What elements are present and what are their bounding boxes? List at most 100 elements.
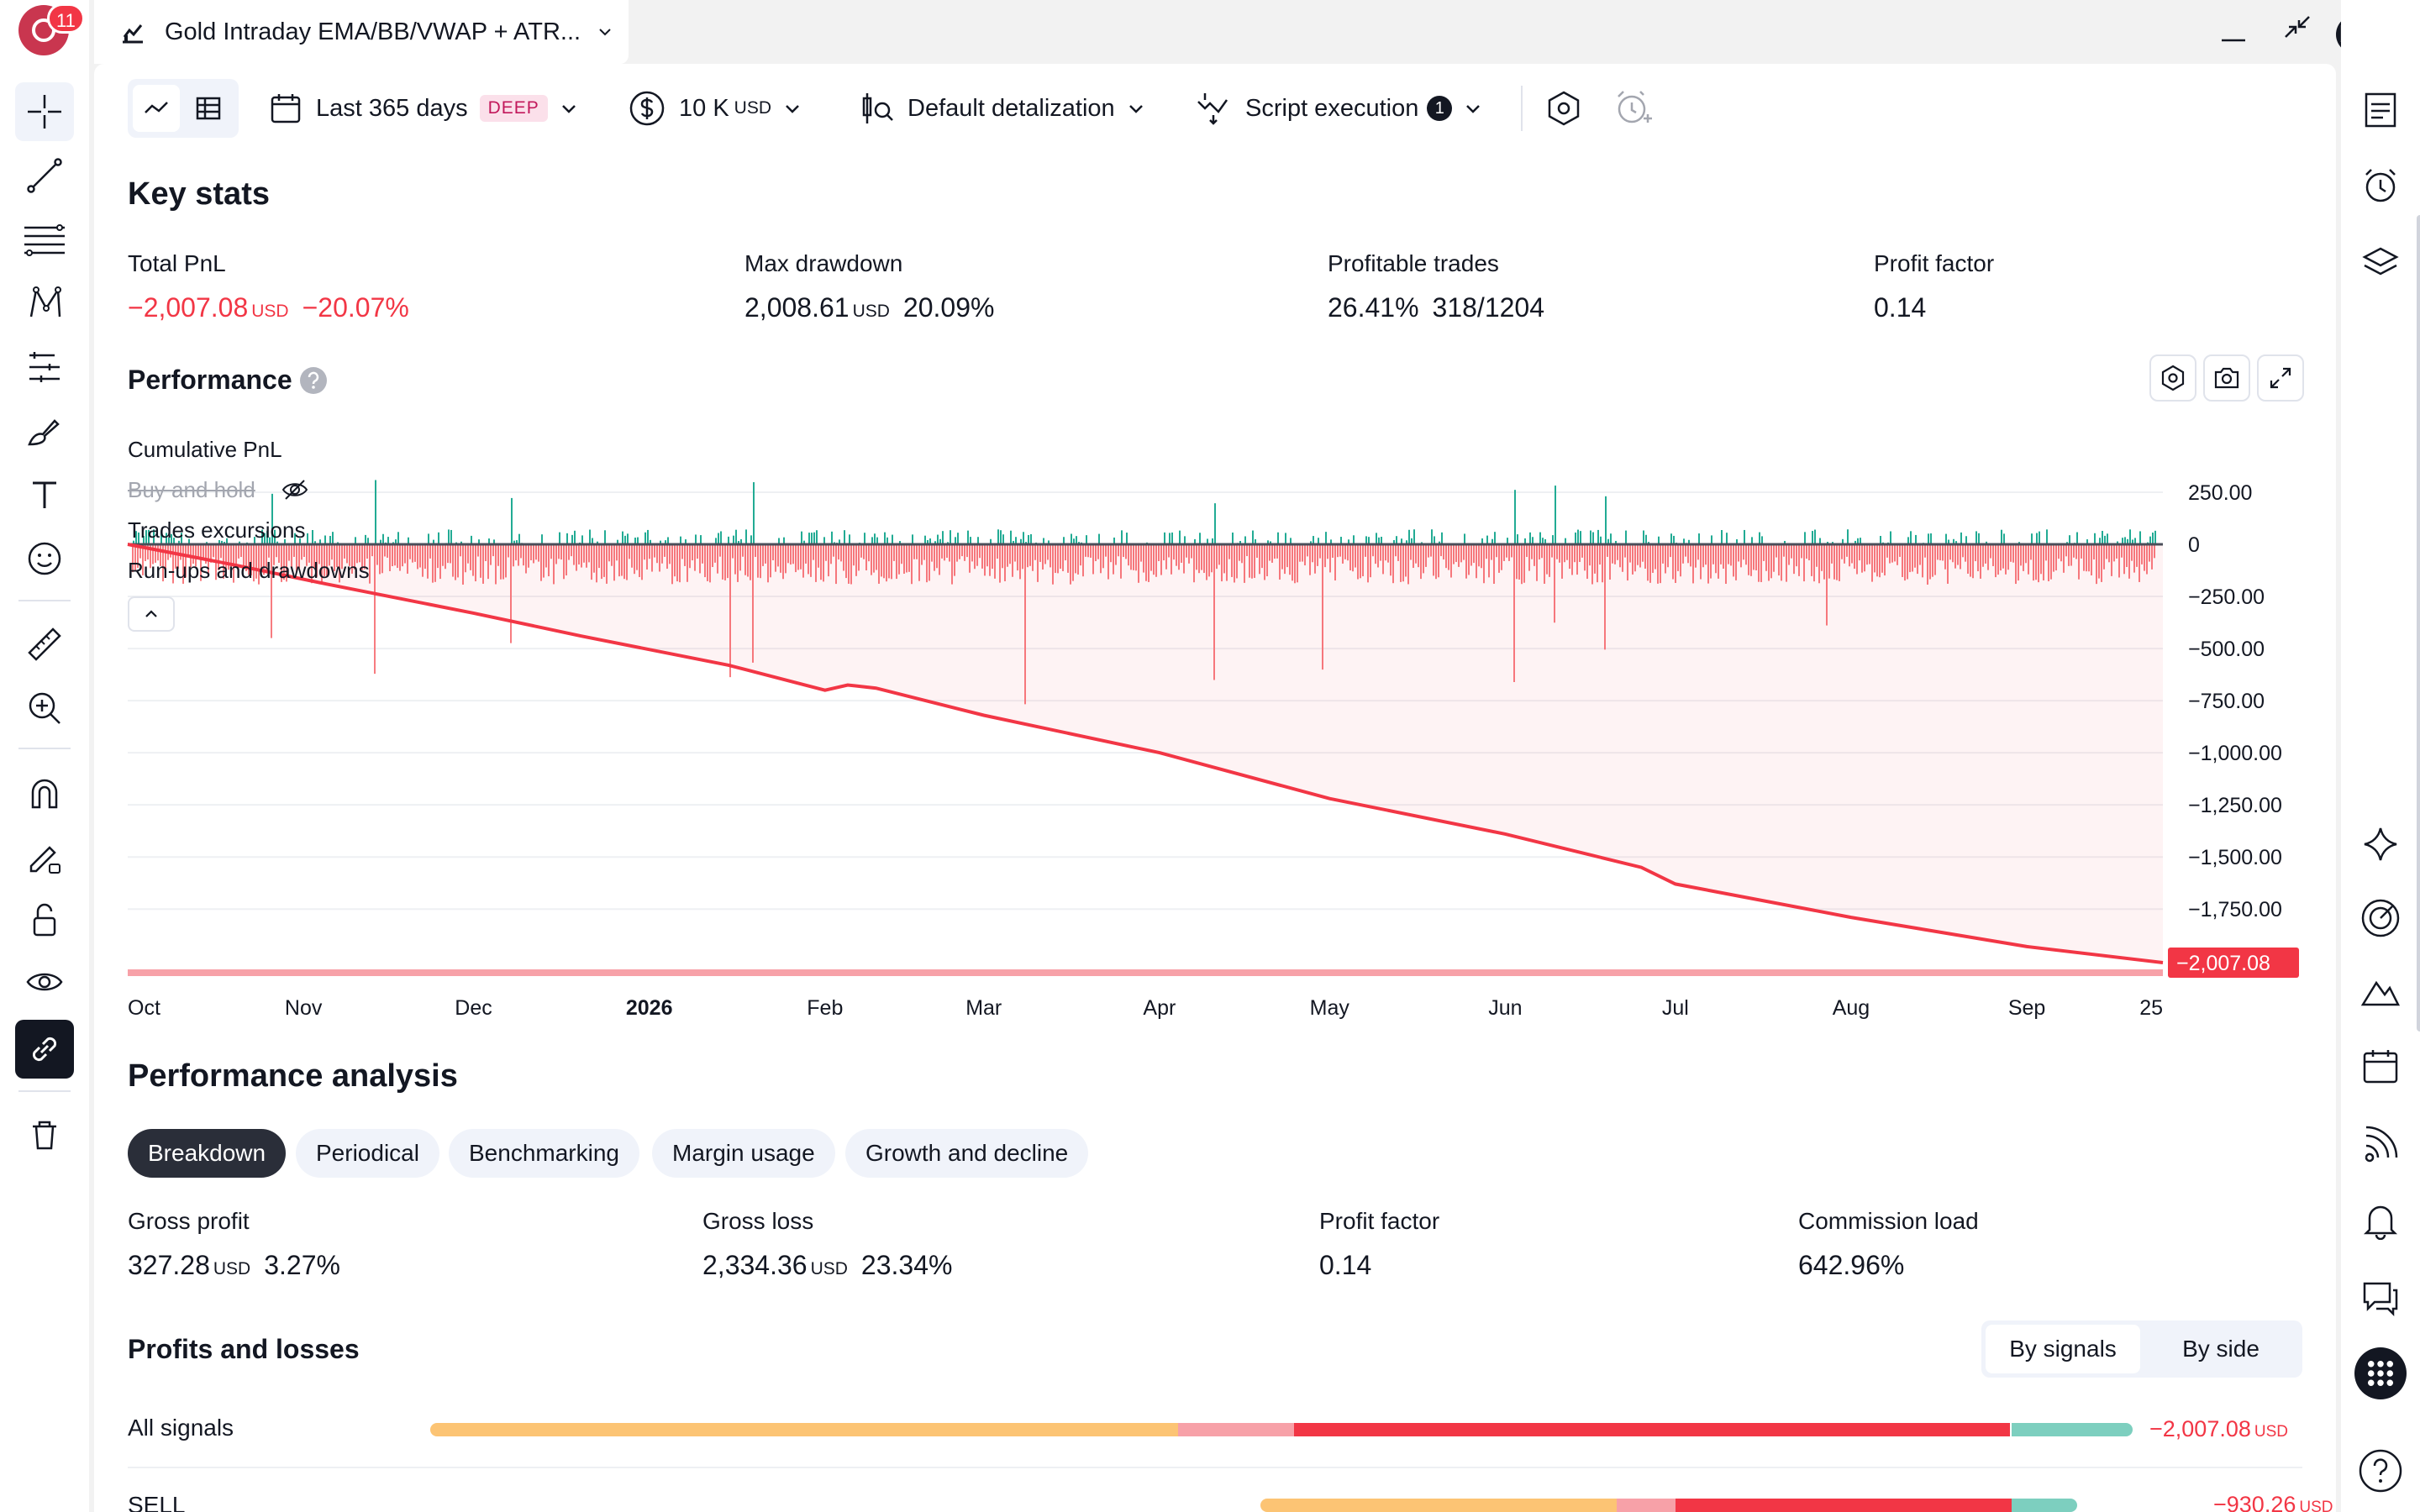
- scrollbar-thumb[interactable]: [2417, 215, 2420, 1032]
- stat-label: Max drawdown: [744, 250, 903, 276]
- ai-assistant-button[interactable]: [2354, 818, 2407, 870]
- max-drawdown-unit: USD: [852, 302, 890, 321]
- strategy-settings-button[interactable]: [1544, 84, 1583, 133]
- gross-profit-unit: USD: [213, 1259, 251, 1278]
- calendar-button[interactable]: [2354, 1040, 2407, 1092]
- pattern-tool[interactable]: [15, 274, 74, 333]
- y-tick-label: −500.00: [2188, 638, 2265, 661]
- text-icon: [33, 481, 56, 508]
- legend-buy-and-hold[interactable]: Buy and hold: [128, 477, 255, 502]
- add-alert-button[interactable]: [1613, 84, 1654, 133]
- tab-growth-decline[interactable]: Growth and decline: [845, 1129, 1089, 1178]
- fib-retracement-tool[interactable]: [15, 210, 74, 269]
- chart-settings-button[interactable]: [2149, 354, 2196, 402]
- toolbar-divider: [18, 748, 71, 749]
- watchlist-button[interactable]: [2354, 84, 2407, 136]
- object-tree-button[interactable]: [2354, 237, 2407, 289]
- profitable-trades-ratio: 318/1204: [1432, 292, 1544, 323]
- detalization-selector[interactable]: Default detalization: [860, 84, 1145, 133]
- lock-drawings[interactable]: [15, 890, 74, 949]
- alerts-button[interactable]: [2354, 160, 2407, 212]
- x-tick-label: Jun: [1488, 996, 1522, 1020]
- initial-capital-selector[interactable]: 10 K USD: [629, 84, 802, 133]
- mountains-icon: [2360, 980, 2401, 1006]
- chart-view-button[interactable]: [133, 85, 180, 132]
- forecast-tool[interactable]: [15, 338, 74, 396]
- eye-off-icon[interactable]: [281, 475, 309, 504]
- stat-label: Total PnL: [128, 250, 226, 276]
- period-selector[interactable]: Last 365 days DEEP: [269, 84, 578, 133]
- ruler-icon: [28, 627, 61, 661]
- legend-cumulative-pnl[interactable]: Cumulative PnL: [128, 437, 282, 462]
- link-icon: [32, 1037, 57, 1062]
- max-drawdown-pct: 20.09%: [902, 292, 995, 323]
- chart-fullscreen-button[interactable]: [2257, 354, 2304, 402]
- y-tick-label: −750.00: [2188, 690, 2265, 713]
- unlock-icon: [33, 903, 56, 937]
- settings-hex-icon: [2161, 365, 2185, 391]
- stat-label: Commission load: [1798, 1208, 1979, 1234]
- x-tick-label: May: [1310, 996, 1350, 1020]
- forecast-icon: [29, 352, 60, 382]
- bar-gross-loss: [1676, 1499, 2012, 1512]
- table-view-button[interactable]: [185, 85, 232, 132]
- trash-icon: [33, 1121, 56, 1150]
- layers-icon: [2362, 247, 2399, 276]
- stat-label: Profit factor: [1874, 250, 1995, 276]
- collapse-icon[interactable]: [2282, 10, 2312, 44]
- notifications-button[interactable]: [2354, 1194, 2407, 1247]
- emoji-tool[interactable]: [15, 529, 74, 588]
- script-execution-selector[interactable]: Script execution 1: [1195, 84, 1482, 133]
- stay-in-drawing-mode[interactable]: [15, 828, 74, 887]
- tab-breakdown[interactable]: Breakdown: [128, 1129, 287, 1178]
- performance-chart[interactable]: 250.00 0 −250.00 −500.00 −750.00 −1,000.00 −1,…: [94, 417, 2336, 1038]
- magnet-tool[interactable]: [15, 764, 74, 823]
- sell-unit: USD: [2299, 1499, 2333, 1512]
- pattern-icon: [29, 286, 61, 318]
- ruler-tool[interactable]: [15, 615, 74, 674]
- brush-tool[interactable]: [15, 402, 74, 460]
- news-button[interactable]: [2354, 964, 2407, 1016]
- all-signals-unit: USD: [2254, 1423, 2288, 1441]
- bar-gross-loss: [1294, 1423, 2010, 1436]
- trend-line-tool[interactable]: [15, 146, 74, 205]
- cumulative-pnl-line: [127, 543, 2164, 964]
- bell-icon: [2363, 1205, 2398, 1240]
- bar-gross-profit: [430, 1423, 1178, 1436]
- by-side-button[interactable]: By side: [2182, 1336, 2260, 1362]
- chevron-down-icon: [1466, 105, 1481, 113]
- strategy-chart-icon: [123, 24, 143, 44]
- tab-margin-usage[interactable]: Margin usage: [652, 1129, 835, 1178]
- chats-button[interactable]: [2354, 1272, 2407, 1324]
- legend-trades-excursions[interactable]: Trades excursions: [128, 517, 306, 543]
- tab-benchmarking[interactable]: Benchmarking: [449, 1129, 639, 1178]
- profit-factor-value: 0.14: [1874, 292, 1927, 323]
- help-circle-icon[interactable]: [299, 366, 328, 395]
- legend-collapse-button[interactable]: [128, 596, 175, 632]
- window-controls: [2218, 10, 2312, 44]
- minimize-icon[interactable]: [2218, 10, 2249, 44]
- ideas-button[interactable]: [2354, 892, 2407, 944]
- crosshair-icon: [28, 95, 61, 129]
- hide-drawings[interactable]: [15, 953, 74, 1011]
- zoom-in-tool[interactable]: [15, 679, 74, 738]
- strategy-tab[interactable]: Gold Intraday EMA/BB/VWAP + ATR...: [94, 0, 629, 64]
- x-tick-label: Oct: [128, 996, 160, 1020]
- last-value-bg: [2168, 948, 2299, 978]
- remove-drawings[interactable]: [15, 1105, 74, 1164]
- text-tool[interactable]: [15, 465, 74, 524]
- streams-button[interactable]: [2354, 1117, 2407, 1169]
- tab-periodical[interactable]: Periodical: [296, 1129, 439, 1178]
- crosshair-tool[interactable]: [15, 82, 74, 141]
- stat-analysis-profit-factor: Profit factor 0.14: [1319, 1208, 1439, 1281]
- key-stats-title: Key stats: [128, 176, 270, 212]
- by-signals-button[interactable]: By signals: [1986, 1325, 2140, 1373]
- help-button[interactable]: [2354, 1445, 2407, 1497]
- legend-runups-drawdowns[interactable]: Run-ups and drawdowns: [128, 558, 370, 583]
- help-icon: [2359, 1449, 2402, 1493]
- link-objects[interactable]: [15, 1020, 74, 1079]
- products-button[interactable]: [2354, 1347, 2407, 1399]
- settings-hex-icon: [1548, 91, 1580, 126]
- chart-snapshot-button[interactable]: [2203, 354, 2250, 402]
- smiley-icon: [28, 542, 61, 575]
